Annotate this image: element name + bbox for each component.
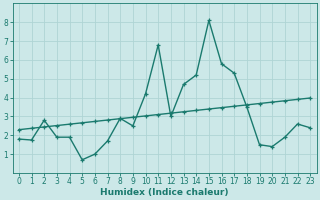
- X-axis label: Humidex (Indice chaleur): Humidex (Indice chaleur): [100, 188, 229, 197]
